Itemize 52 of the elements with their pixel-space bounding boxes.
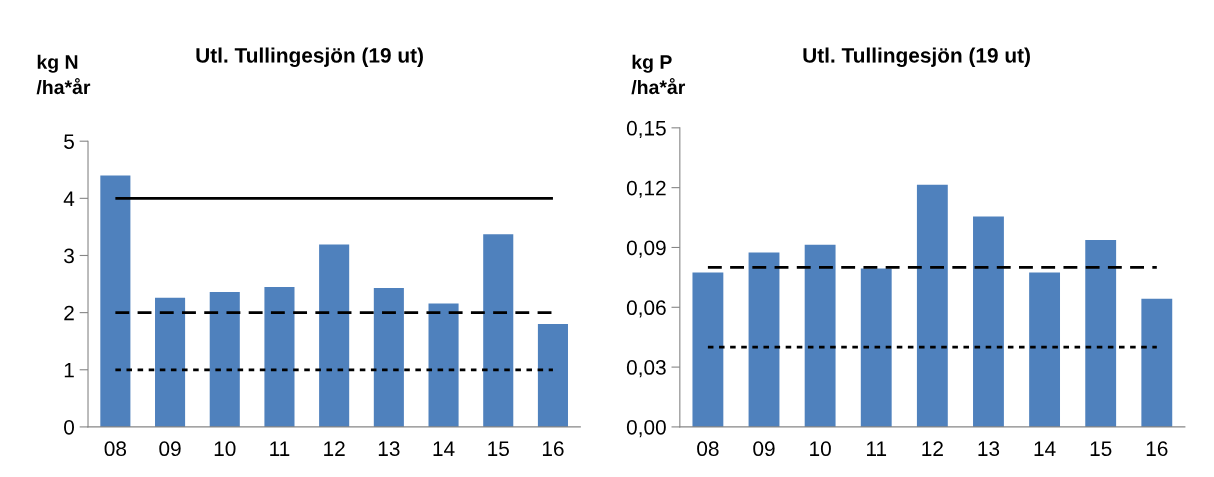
bar [209, 292, 240, 427]
x-tick-label: 13 [378, 441, 400, 457]
x-tick-label: 11 [867, 441, 887, 456]
x-tick-label: 16 [542, 441, 564, 457]
x-tick-label: 16 [1146, 441, 1168, 457]
y-tick-label: 0 [64, 419, 75, 435]
bar [916, 184, 948, 427]
x-tick-label: 08 [104, 441, 127, 457]
bar [155, 297, 186, 427]
bar [100, 175, 131, 427]
bar [428, 303, 459, 427]
y-tick-label: 0,06 [626, 300, 666, 318]
bar [537, 324, 568, 427]
bar [319, 244, 350, 427]
bar [860, 268, 892, 427]
y-tick-label: 0,12 [626, 180, 666, 198]
bar [483, 234, 514, 427]
x-tick-label: 12 [922, 441, 943, 456]
x-tick-label: 08 [697, 441, 719, 457]
y-tick-label: 5 [64, 134, 74, 149]
y-axis-title: kg P /ha*år [631, 54, 686, 95]
x-tick-label: 09 [753, 441, 775, 457]
y-tick-label: 2 [64, 305, 74, 321]
bar [1141, 298, 1173, 427]
x-tick-label: 09 [159, 441, 181, 457]
x-tick-label: 14 [433, 441, 455, 456]
y-tick-label: 0,03 [626, 360, 666, 378]
bar [973, 216, 1004, 427]
y-tick-label: 0,09 [626, 240, 666, 258]
chart-title: Utl. Tullingesjön (19 ut) [196, 47, 423, 67]
bar [1029, 272, 1061, 427]
x-tick-label: 13 [978, 441, 1000, 457]
x-tick-label: 15 [488, 441, 509, 457]
y-tick-label: 3 [64, 248, 74, 264]
bar [373, 288, 404, 427]
bar [692, 272, 724, 427]
y-tick-label: 0,00 [626, 419, 666, 438]
y-tick-label: 0,15 [626, 120, 666, 139]
bar [748, 252, 780, 427]
x-tick-label: 10 [214, 441, 236, 457]
y-axis-title: kg N /ha*år [36, 54, 91, 95]
x-tick-label: 15 [1090, 441, 1112, 457]
x-tick-label: 14 [1034, 441, 1056, 456]
x-tick-label: 11 [270, 441, 290, 456]
x-tick-label: 12 [324, 441, 345, 456]
x-tick-label: 10 [810, 441, 831, 457]
chart-title: Utl. Tullingesjön (19 ut) [803, 47, 1030, 67]
bar [1085, 240, 1117, 427]
y-tick-label: 4 [63, 191, 75, 206]
bar [804, 244, 836, 427]
y-tick-label: 1 [64, 362, 74, 378]
bar [264, 286, 295, 427]
